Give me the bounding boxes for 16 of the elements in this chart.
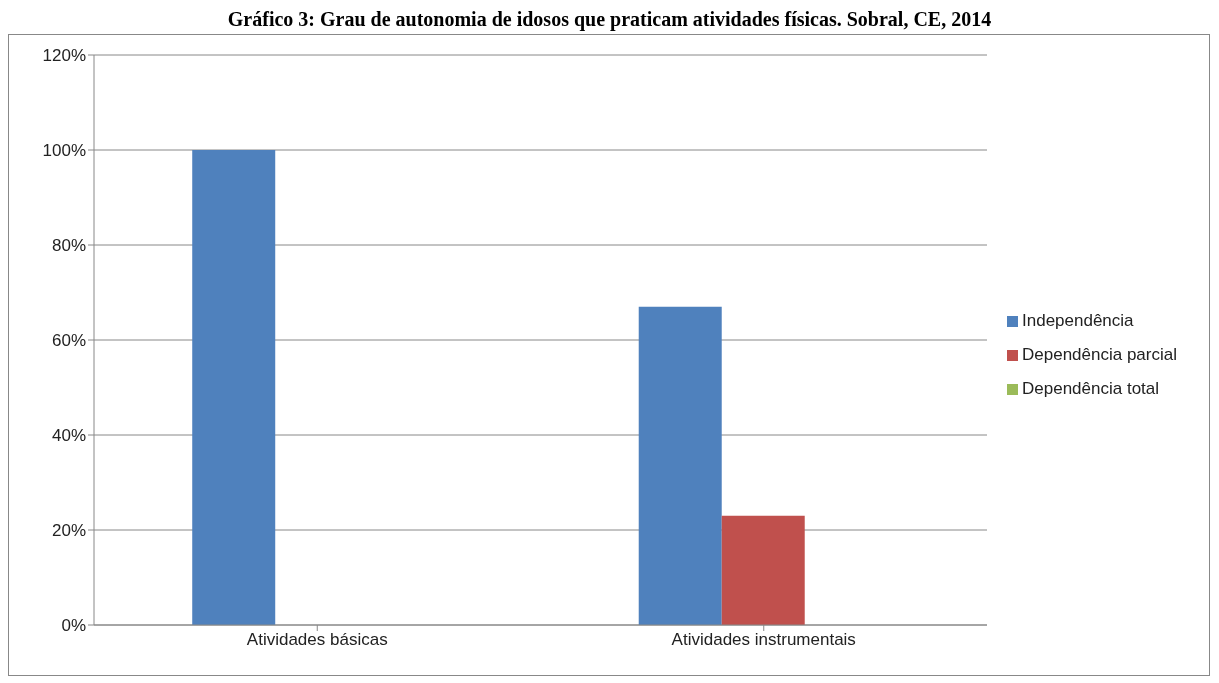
y-tick-label: 120% <box>42 46 86 66</box>
legend-label: Dependência parcial <box>1022 345 1177 364</box>
chart-title: Gráfico 3: Grau de autonomia de idosos que praticam atividades físicas. Sobral, CE, 2014 <box>226 8 993 33</box>
y-tick-label: 100% <box>42 141 86 161</box>
y-tick-label: 60% <box>51 331 86 351</box>
legend-label: Independência <box>1022 311 1134 330</box>
y-tick-label: 40% <box>51 426 86 446</box>
x-tick-label: Atividades instrumentais <box>671 630 856 650</box>
bar <box>721 515 805 625</box>
y-tick-label: 20% <box>51 521 86 541</box>
legend-label: Dependência total <box>1022 379 1160 398</box>
y-tick-label: 80% <box>51 236 86 256</box>
x-tick-label: Atividades básicas <box>246 630 388 650</box>
y-tick-label: 0% <box>61 616 86 636</box>
bar <box>638 306 722 625</box>
bar <box>192 150 276 625</box>
